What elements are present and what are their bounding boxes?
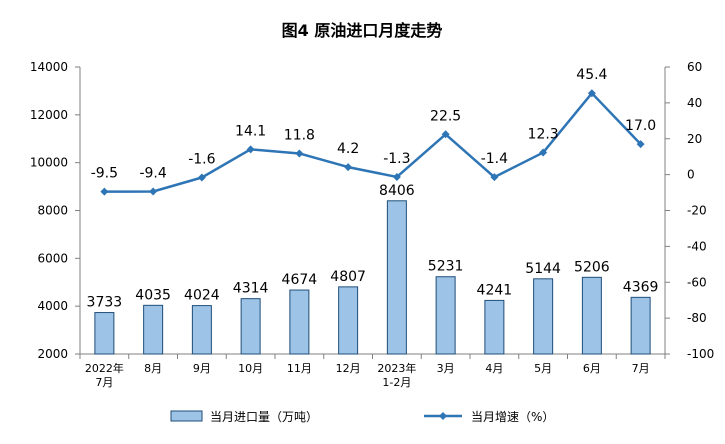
line-point (392, 172, 401, 181)
bar (630, 296, 651, 355)
y-left-tick-label: 10000 (30, 156, 68, 170)
line-point (149, 187, 158, 196)
line-value-label: 14.1 (235, 123, 266, 139)
y-right-tick-label: 20 (687, 132, 702, 146)
line-value-label: -1.3 (383, 151, 410, 167)
bar (240, 298, 261, 355)
y-right-tick-label: -40 (687, 239, 707, 253)
x-tick-label: 4月 (485, 362, 503, 375)
bar-value-label: 5144 (525, 261, 561, 277)
line-point (344, 163, 353, 172)
x-tick-label: 2023年 1-2月 (377, 361, 416, 389)
x-tick-label: 3月 (437, 362, 455, 375)
legend-bar-swatch (170, 410, 203, 422)
legend-line-marker (439, 412, 447, 420)
bar (386, 200, 407, 355)
line-point (246, 145, 255, 154)
line-value-label: -1.6 (188, 151, 215, 167)
legend: 当月进口量（万吨） 当月增速（%） (170, 410, 554, 424)
bar-value-label: 4035 (135, 287, 171, 303)
y-right-tick-label: 60 (687, 60, 702, 74)
bar (94, 312, 115, 355)
y-right-tick-label: -80 (687, 311, 707, 325)
x-tick-label: 11月 (287, 362, 312, 375)
x-tick-label: 2022年 7月 (85, 361, 124, 389)
bar-value-label: 3733 (87, 295, 123, 311)
growth-line-path (104, 91, 642, 193)
bar-value-label: 4241 (477, 282, 513, 298)
x-tick-label: 10月 (238, 362, 263, 375)
bar-value-label: 5206 (574, 259, 610, 275)
bars: 3733 4035 4024 4314 4674 4807 8406 5231 4241 5144… (87, 183, 659, 355)
bar-value-label: 4807 (330, 269, 366, 285)
line-point (636, 140, 645, 149)
line-point (295, 149, 304, 158)
legend-bar-label: 当月进口量（万吨） (210, 410, 318, 424)
x-tick-label: 5月 (534, 362, 552, 375)
line-value-label: -9.5 (91, 166, 118, 182)
line-point (197, 173, 206, 182)
growth-line: -9.5 -9.4 -1.6 14.1 11.8 4.2 -1.3 22.5 -1.4 12.3 4… (91, 67, 656, 196)
line-value-label: 4.2 (337, 141, 359, 157)
y-left-tick-label: 4000 (37, 299, 68, 313)
y-left-tick-label: 6000 (37, 251, 68, 265)
x-tick-label: 9月 (193, 362, 211, 375)
y-left-tick-label: 12000 (30, 108, 68, 122)
line-value-label: 11.8 (284, 127, 315, 143)
line-point (100, 187, 109, 196)
legend-line-label: 当月增速（%） (471, 410, 554, 424)
line-value-label: 12.3 (528, 127, 559, 143)
bar-value-label: 4024 (184, 288, 220, 304)
bar-value-label: 8406 (379, 183, 415, 199)
bar-value-label: 5231 (428, 259, 464, 275)
y-left-tick-label: 2000 (37, 347, 68, 361)
x-tick-label: 8月 (144, 362, 162, 375)
y-right-tick-label: -20 (687, 204, 707, 218)
x-tick-label: 12月 (336, 362, 361, 375)
axes: 14000 12000 10000 8000 6000 4000 2000 60 40 20 0 -2… (30, 60, 714, 389)
y-right-tick-label: 40 (687, 96, 702, 110)
y-right-tick-label: -60 (687, 275, 707, 289)
line-value-label: -1.4 (481, 151, 508, 167)
y-right-tick-label: -100 (687, 347, 714, 361)
line-point (490, 173, 499, 182)
bar (191, 305, 212, 355)
bar (338, 286, 359, 355)
bar-value-label: 4369 (623, 279, 659, 295)
line-value-label: 17.0 (625, 118, 656, 134)
bar-value-label: 4674 (282, 272, 318, 288)
line-point (441, 130, 450, 139)
y-left-tick-label: 8000 (37, 204, 68, 218)
bar-value-label: 4314 (233, 281, 269, 297)
line-value-label: -9.4 (139, 165, 166, 181)
x-tick-label: 6月 (583, 362, 601, 375)
bar (581, 276, 602, 355)
y-right-tick-label: 0 (687, 168, 695, 182)
bar (289, 289, 310, 355)
line-value-label: 45.4 (576, 67, 607, 83)
y-left-tick-label: 14000 (30, 60, 68, 74)
line-point (587, 89, 596, 98)
bar (484, 299, 505, 355)
bar (533, 278, 554, 355)
bar (143, 304, 164, 355)
line-point (539, 148, 548, 157)
x-tick-label: 7月 (632, 362, 650, 375)
chart-title: 图4 原油进口月度走势 (282, 21, 443, 40)
line-value-label: 22.5 (430, 108, 461, 124)
bar (435, 276, 456, 355)
